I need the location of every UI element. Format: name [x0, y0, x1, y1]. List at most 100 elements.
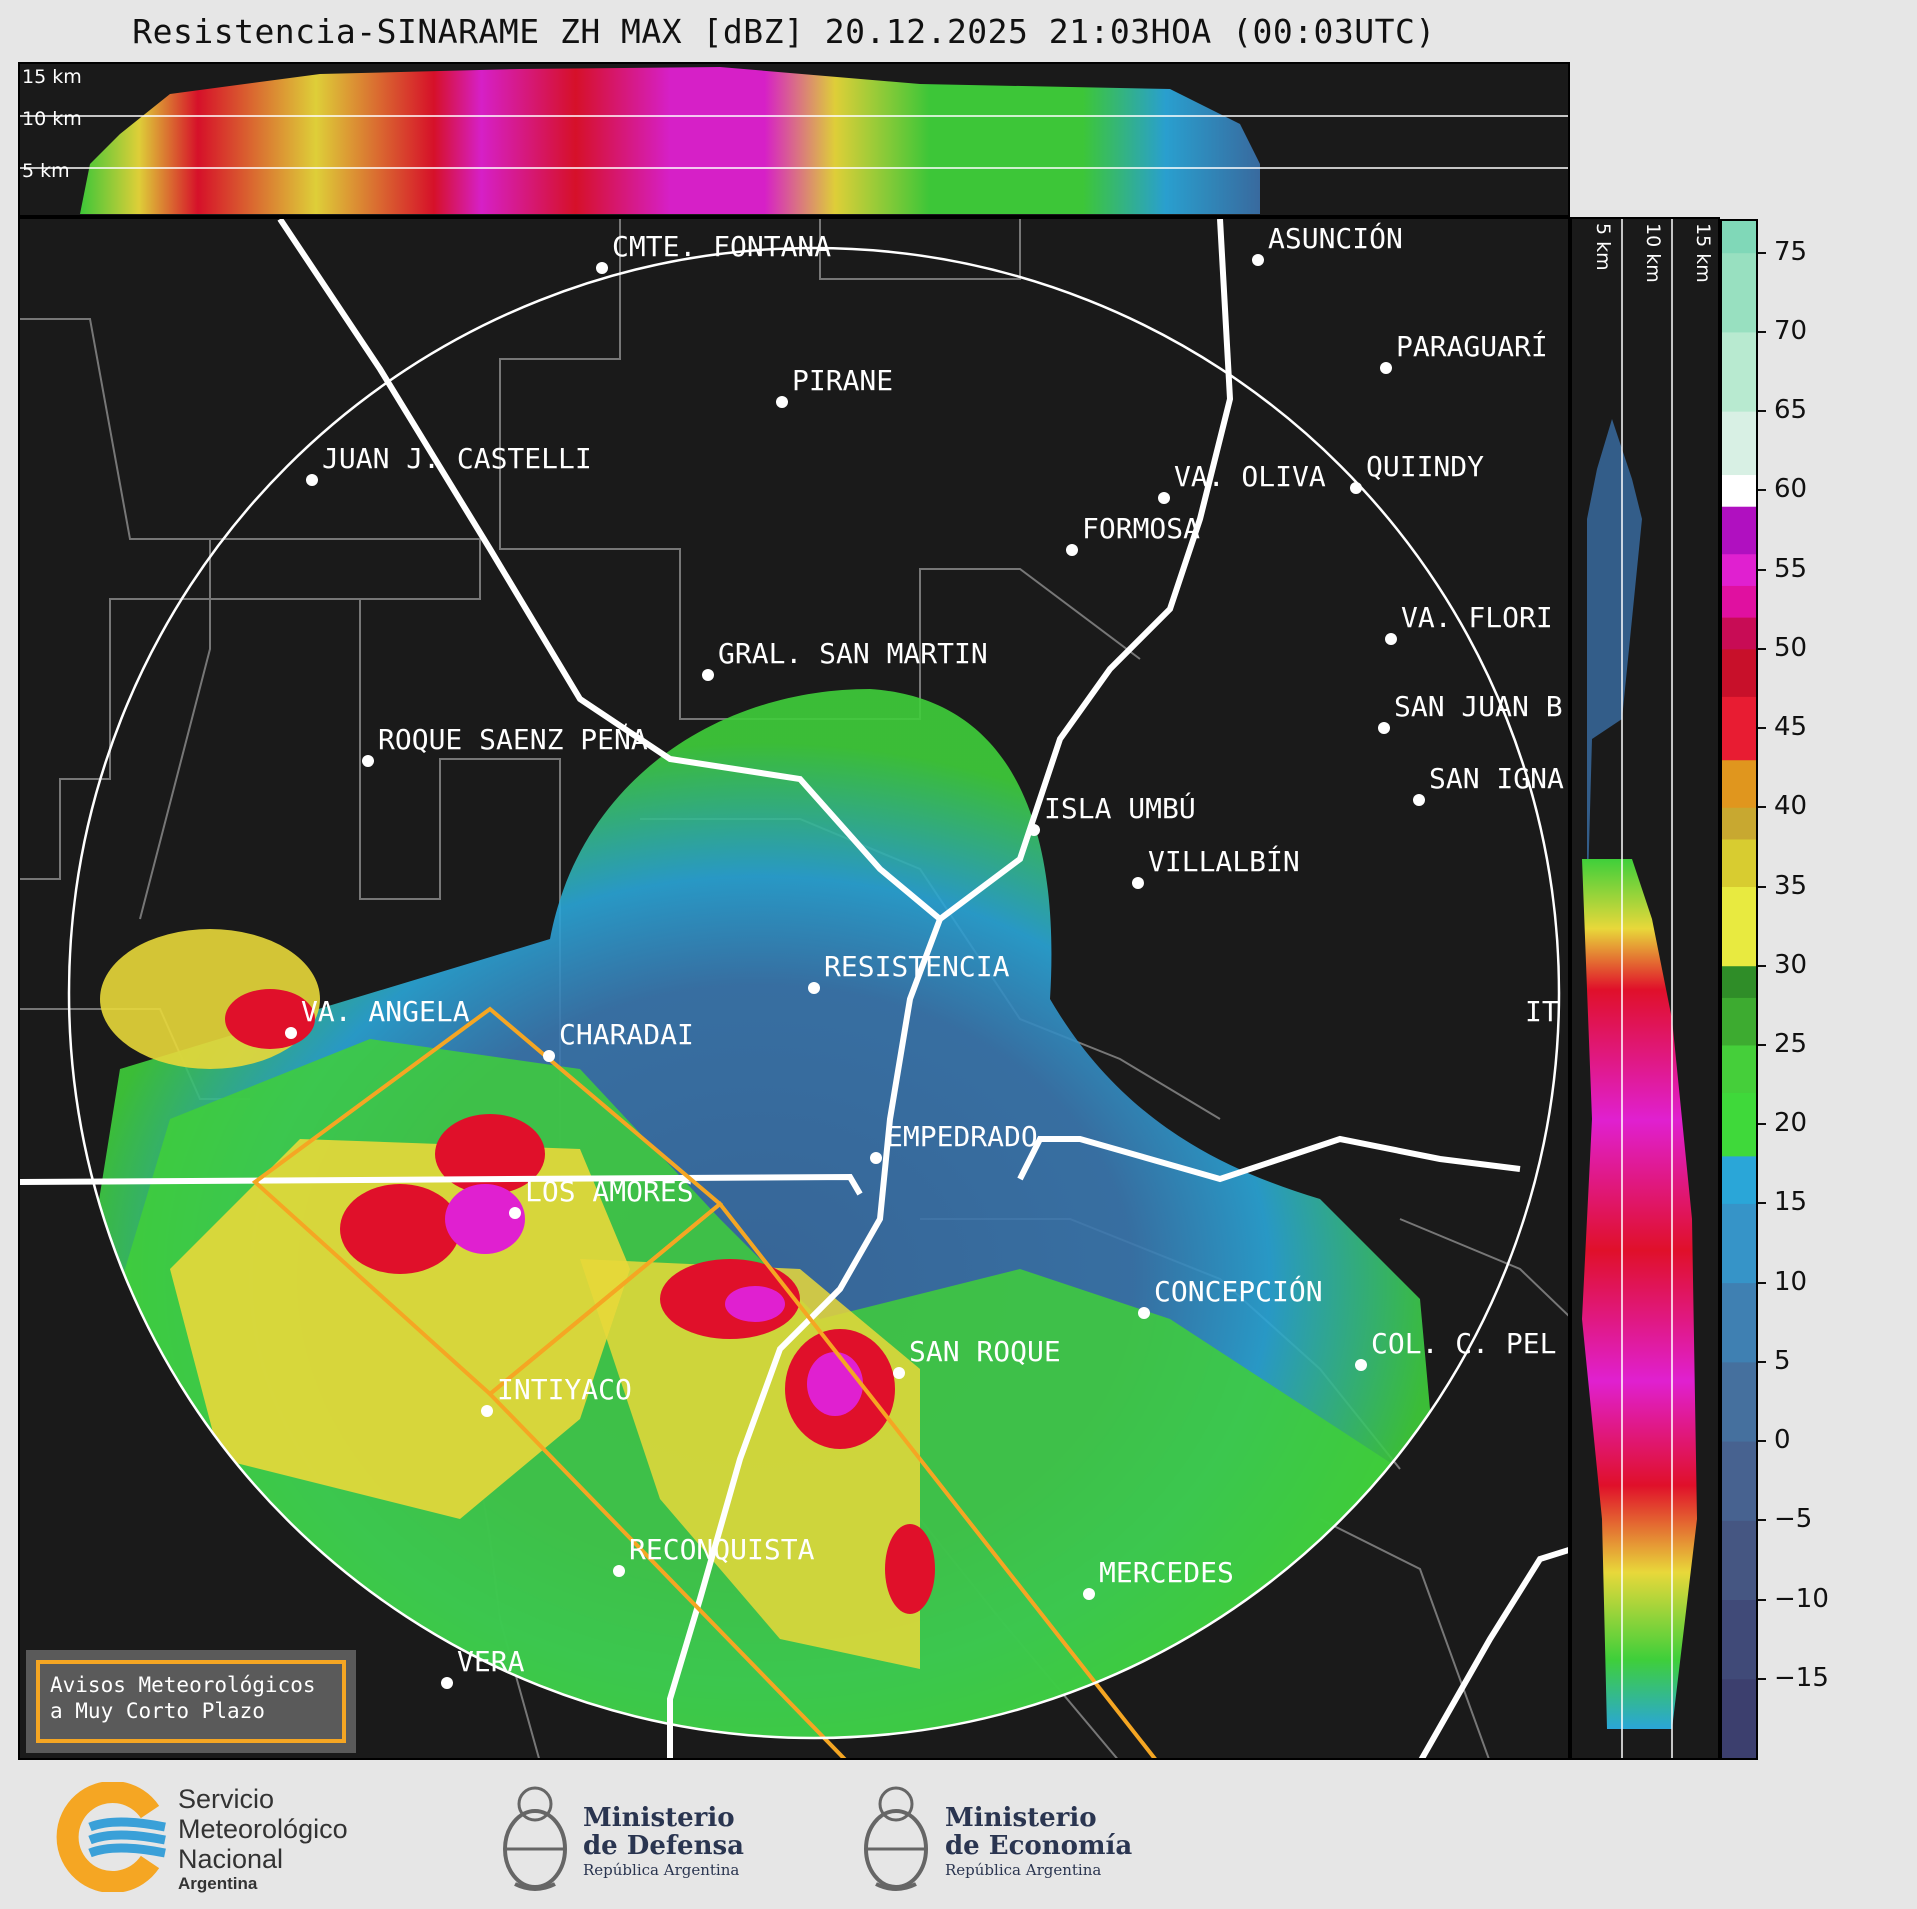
colorbar-tick-text: 70 — [1774, 315, 1808, 346]
colorbar-tick-label: 55 — [1757, 553, 1808, 584]
colorbar-segment — [1722, 759, 1756, 808]
colorbar-segment — [1722, 648, 1756, 697]
city-dot — [441, 1677, 453, 1689]
city-label: SAN ROQUE — [909, 1335, 1061, 1368]
city-dot — [613, 1565, 625, 1577]
colorbar-tick-text: 40 — [1774, 791, 1808, 822]
colorbar-tick-label: 30 — [1757, 950, 1807, 980]
city-label: CHARADAI — [559, 1018, 694, 1051]
city-label: VA. ANGELA — [301, 995, 470, 1028]
city-dot — [1380, 362, 1392, 374]
city-label: PIRANE — [792, 364, 894, 397]
colorbar-segment — [1722, 1599, 1756, 1680]
colorbar-tick-label: −10 — [1758, 1584, 1829, 1614]
city-label: VA. FLORI — [1401, 601, 1553, 634]
colorbar-tick-text: 60 — [1774, 474, 1808, 505]
colorbar-segment — [1722, 1282, 1756, 1363]
city-dot — [893, 1367, 905, 1379]
colorbar-tick-text: 35 — [1774, 870, 1808, 901]
city-dot — [1252, 254, 1264, 266]
city-dot — [285, 1027, 297, 1039]
colorbar-tick-text: −5 — [1774, 1504, 1813, 1535]
defensa-logo-text: Ministerio de Defensa República Argentin… — [583, 1804, 744, 1880]
smn-logo-text: Servicio Meteorológico Nacional Argentin… — [178, 1784, 348, 1894]
colorbar-tick-label: 60 — [1757, 474, 1808, 505]
city-dot — [1413, 794, 1425, 806]
smn-logo-icon — [56, 1782, 166, 1892]
colorbar-segment — [1722, 474, 1756, 507]
city-dot — [362, 755, 374, 767]
city-dot — [870, 1152, 882, 1164]
colorbar-tick-text: 50 — [1774, 632, 1808, 663]
colorbar-segment — [1722, 1155, 1756, 1204]
side-height-profile: 5 km 10 km 15 km — [1570, 217, 1720, 1760]
colorbar-tick-label: 40 — [1757, 791, 1808, 822]
colorbar-tick-text: −15 — [1774, 1662, 1829, 1693]
colorbar-tick-label: 45 — [1757, 712, 1807, 742]
city-label: MERCEDES — [1099, 1556, 1234, 1589]
city-label: VILLALBÍN — [1148, 845, 1300, 878]
city-dot — [776, 396, 788, 408]
city-label: ISLA UMBÚ — [1044, 792, 1196, 825]
colorbar-segment — [1722, 1044, 1756, 1093]
colorbar-segment — [1722, 506, 1756, 555]
economia-line2: de Economía — [945, 1831, 1133, 1861]
city-label: SAN JUAN B — [1394, 690, 1563, 723]
city-label: GRAL. SAN MARTIN — [718, 637, 988, 670]
city-label: PARAGUARÍ — [1396, 330, 1548, 363]
city-dot — [509, 1207, 521, 1219]
colorbar-tick-text: 55 — [1774, 553, 1808, 584]
side-height-label-10km: 10 km — [1642, 223, 1664, 283]
economia-logo-text: Ministerio de Economía República Argenti… — [945, 1804, 1132, 1880]
city-dot — [481, 1405, 493, 1417]
colorbar-tick-label: 70 — [1757, 315, 1808, 346]
warning-legend-line2: a Muy Corto Plazo — [50, 1699, 265, 1723]
city-dot — [808, 982, 820, 994]
footer-logos: Servicio Meteorológico Nacional Argentin… — [0, 1760, 1917, 1909]
height-label-5km: 5 km — [22, 160, 70, 182]
city-label: RECONQUISTA — [629, 1533, 815, 1566]
city-label: QUIINDY — [1366, 450, 1485, 483]
colorbar-segment — [1722, 1678, 1756, 1759]
colorbar-segment — [1722, 696, 1756, 761]
colorbar-segment — [1722, 221, 1756, 254]
colorbar-segment — [1722, 1203, 1756, 1284]
city-dot — [1132, 877, 1144, 889]
colorbar-segment — [1722, 838, 1756, 888]
defensa-line3: República Argentina — [583, 1861, 740, 1879]
city-label: EMPEDRADO — [886, 1120, 1038, 1153]
defensa-line1: Ministerio — [583, 1803, 735, 1833]
colorbar-tick-label: 25 — [1757, 1029, 1807, 1059]
city-label: CONCEPCIÓN — [1154, 1275, 1323, 1308]
colorbar-tick-text: 15 — [1774, 1187, 1808, 1218]
colorbar-tick-label: −5 — [1757, 1504, 1813, 1535]
colorbar-tick-label: 35 — [1757, 870, 1808, 901]
city-label: LOS AMORES — [525, 1175, 694, 1208]
colorbar-tick-text: 0 — [1774, 1425, 1791, 1456]
defensa-line2: de Defensa — [583, 1831, 744, 1861]
city-dot — [1385, 633, 1397, 645]
colorbar-segment — [1722, 997, 1756, 1046]
city-dot — [1138, 1307, 1150, 1319]
city-label: ASUNCIÓN — [1268, 222, 1403, 255]
colorbar-segment — [1722, 331, 1756, 412]
colorbar-segment — [1722, 886, 1756, 967]
city-label: ROQUE SAENZ PEÑA — [378, 723, 648, 756]
colorbar-tick-label: 50 — [1757, 632, 1808, 663]
height-label-10km: 10 km — [22, 108, 82, 130]
colorbar-segment — [1722, 1361, 1756, 1442]
city-dot — [596, 262, 608, 274]
dbz-colorbar — [1720, 219, 1758, 1760]
smn-line4: Argentina — [178, 1874, 258, 1893]
warning-legend-line1: Avisos Meteorológicos — [50, 1673, 316, 1697]
city-label: INTIYACO — [497, 1373, 632, 1406]
city-dot — [1083, 1588, 1095, 1600]
radar-map[interactable]: CMTE. FONTANA ASUNCIÓN PARAGUARÍ PIRANE … — [18, 217, 1570, 1760]
city-dot — [1158, 492, 1170, 504]
colorbar-tick-label: 75 — [1757, 236, 1808, 267]
colorbar-segment — [1722, 585, 1756, 618]
colorbar-segment — [1722, 1092, 1756, 1157]
warning-legend-frame: Avisos Meteorológicos a Muy Corto Plazo — [36, 1660, 346, 1743]
city-dot — [1378, 722, 1390, 734]
colorbar-tick-text: 75 — [1774, 236, 1808, 267]
